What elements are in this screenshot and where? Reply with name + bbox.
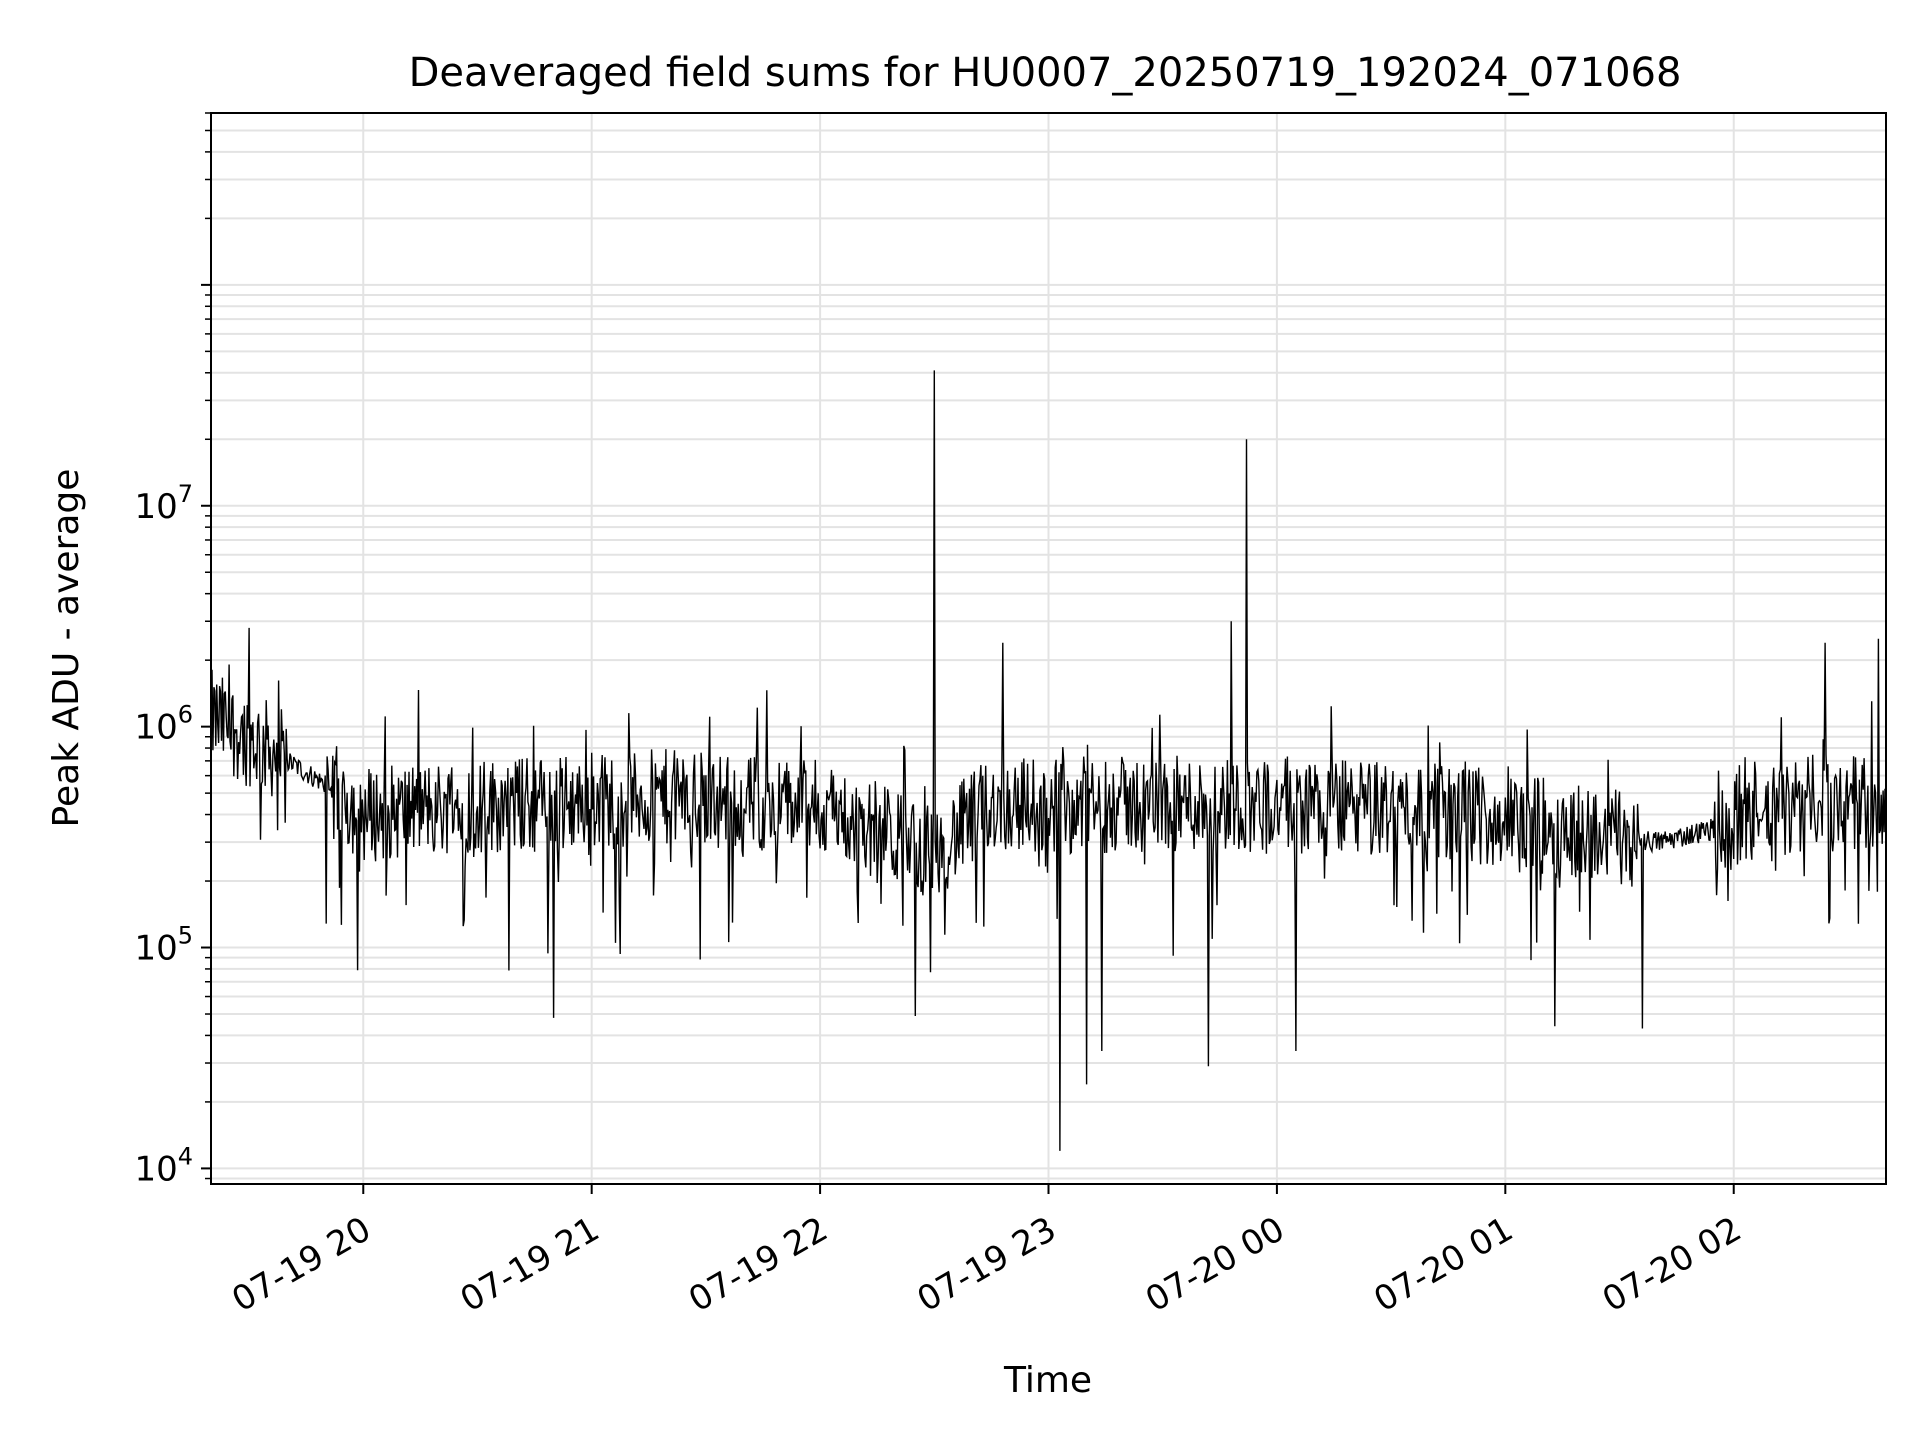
- grid: [211, 112, 1886, 1184]
- y-tick-label: 105: [134, 922, 193, 969]
- x-tick-label: 07-19 23: [911, 1209, 1063, 1320]
- x-axis-label: Time: [1003, 1360, 1092, 1401]
- y-axis-label: Peak ADU - average: [46, 469, 87, 828]
- x-tick-label: 07-19 22: [682, 1209, 834, 1320]
- y-tick-label: 104: [134, 1142, 193, 1189]
- x-tick-label: 07-20 02: [1596, 1209, 1748, 1320]
- y-tick-label: 106: [134, 701, 193, 748]
- x-tick-label: 07-19 21: [454, 1209, 606, 1320]
- chart-title: Deaveraged field sums for HU0007_2025071…: [409, 50, 1682, 96]
- y-tick-label: 107: [134, 480, 193, 527]
- y-axis: 104 105 106 107: [134, 112, 211, 1189]
- x-tick-label: 07-20 01: [1367, 1209, 1519, 1320]
- series-line: [210, 370, 1887, 1151]
- x-axis: 07-19 20 07-19 21 07-19 22 07-19 23 07-20 00…: [225, 1184, 1748, 1320]
- x-tick-label: 07-20 00: [1139, 1209, 1291, 1320]
- x-tick-label: 07-19 20: [225, 1209, 377, 1320]
